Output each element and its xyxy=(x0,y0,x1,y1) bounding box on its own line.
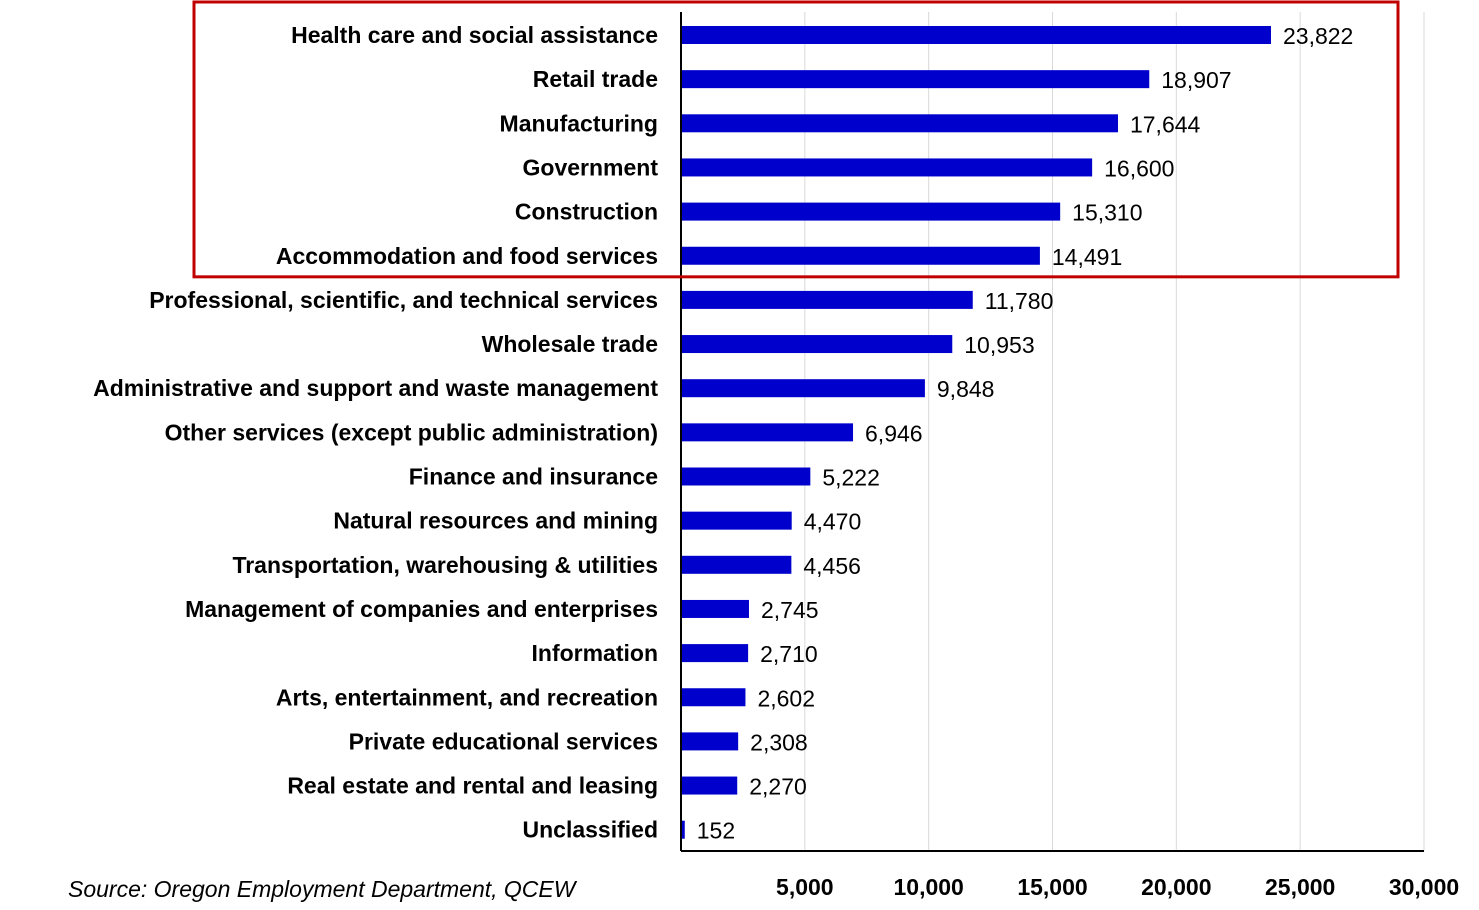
bar xyxy=(681,423,854,442)
x-tick-label: 30,000 xyxy=(1389,874,1459,900)
category-label: Administrative and support and waste man… xyxy=(93,375,658,401)
bar xyxy=(681,511,792,530)
bar xyxy=(681,467,811,486)
source-note: Source: Oregon Employment Department, QC… xyxy=(68,876,576,902)
category-labels: Health care and social assistance Retail … xyxy=(93,22,658,843)
category-label: Government xyxy=(523,154,659,180)
data-label: 15,310 xyxy=(1072,200,1142,226)
data-label: 10,953 xyxy=(964,332,1034,358)
bar xyxy=(681,335,953,354)
value-labels: 23,822 18,907 17,644 16,600 15,310 14,491 11,7… xyxy=(697,23,1354,844)
data-label: 5,222 xyxy=(822,465,880,491)
bar xyxy=(681,70,1150,89)
category-label: Accommodation and food services xyxy=(276,243,658,269)
category-label: Transportation, warehousing & utilities xyxy=(232,552,658,578)
category-label: Information xyxy=(532,640,659,666)
data-label: 2,270 xyxy=(749,774,807,800)
data-label: 2,745 xyxy=(761,597,819,623)
category-label: Unclassified xyxy=(523,817,659,843)
bar xyxy=(681,776,738,795)
category-label: Management of companies and enterprises xyxy=(185,596,658,622)
category-label: Wholesale trade xyxy=(482,331,658,357)
bar xyxy=(681,644,749,663)
data-label: 152 xyxy=(697,818,735,844)
data-label: 4,470 xyxy=(804,509,862,535)
data-label: 2,602 xyxy=(757,685,815,711)
category-label: Construction xyxy=(515,199,658,225)
bar xyxy=(681,732,739,751)
bar xyxy=(681,290,973,309)
data-label: 4,456 xyxy=(803,553,861,579)
category-label: Finance and insurance xyxy=(409,464,658,490)
category-label: Private educational services xyxy=(349,728,658,754)
data-label: 18,907 xyxy=(1161,67,1231,93)
bar xyxy=(681,820,685,839)
x-tick-label: 25,000 xyxy=(1265,874,1335,900)
category-label: Other services (except public administra… xyxy=(165,419,658,445)
data-label: 2,308 xyxy=(750,729,808,755)
data-label: 14,491 xyxy=(1052,244,1122,270)
x-tick-label: 15,000 xyxy=(1017,874,1087,900)
x-tick-label: 10,000 xyxy=(893,874,963,900)
category-label: Retail trade xyxy=(533,66,658,92)
category-label: Professional, scientific, and technical … xyxy=(149,287,658,313)
bar xyxy=(681,202,1061,221)
data-label: 23,822 xyxy=(1283,23,1353,49)
x-tick-label: 5,000 xyxy=(776,874,834,900)
category-label: Arts, entertainment, and recreation xyxy=(276,684,658,710)
data-label: 9,848 xyxy=(937,376,995,402)
bars xyxy=(681,26,1271,839)
category-label: Health care and social assistance xyxy=(291,22,658,48)
data-label: 16,600 xyxy=(1104,155,1174,181)
highlight-rectangle xyxy=(192,0,1400,279)
data-label: 17,644 xyxy=(1130,111,1201,137)
category-label: Real estate and rental and leasing xyxy=(287,773,658,799)
highlight-box xyxy=(192,0,1400,279)
category-label: Manufacturing xyxy=(500,110,658,136)
x-tick-label: 20,000 xyxy=(1141,874,1211,900)
category-label: Natural resources and mining xyxy=(333,508,658,534)
bar xyxy=(681,688,746,707)
bar xyxy=(681,555,792,574)
x-tick-labels: 5,000 10,000 15,000 20,000 25,000 30,000 xyxy=(776,874,1459,900)
bar xyxy=(681,158,1093,177)
axes xyxy=(680,12,1424,852)
data-label: 2,710 xyxy=(760,641,818,667)
gridlines xyxy=(804,12,1425,851)
bar xyxy=(681,379,925,398)
bar xyxy=(681,26,1271,44)
data-label: 6,946 xyxy=(865,420,923,446)
bar xyxy=(681,599,749,618)
bar xyxy=(681,114,1118,133)
bar xyxy=(681,246,1040,265)
data-label: 11,780 xyxy=(985,288,1054,314)
